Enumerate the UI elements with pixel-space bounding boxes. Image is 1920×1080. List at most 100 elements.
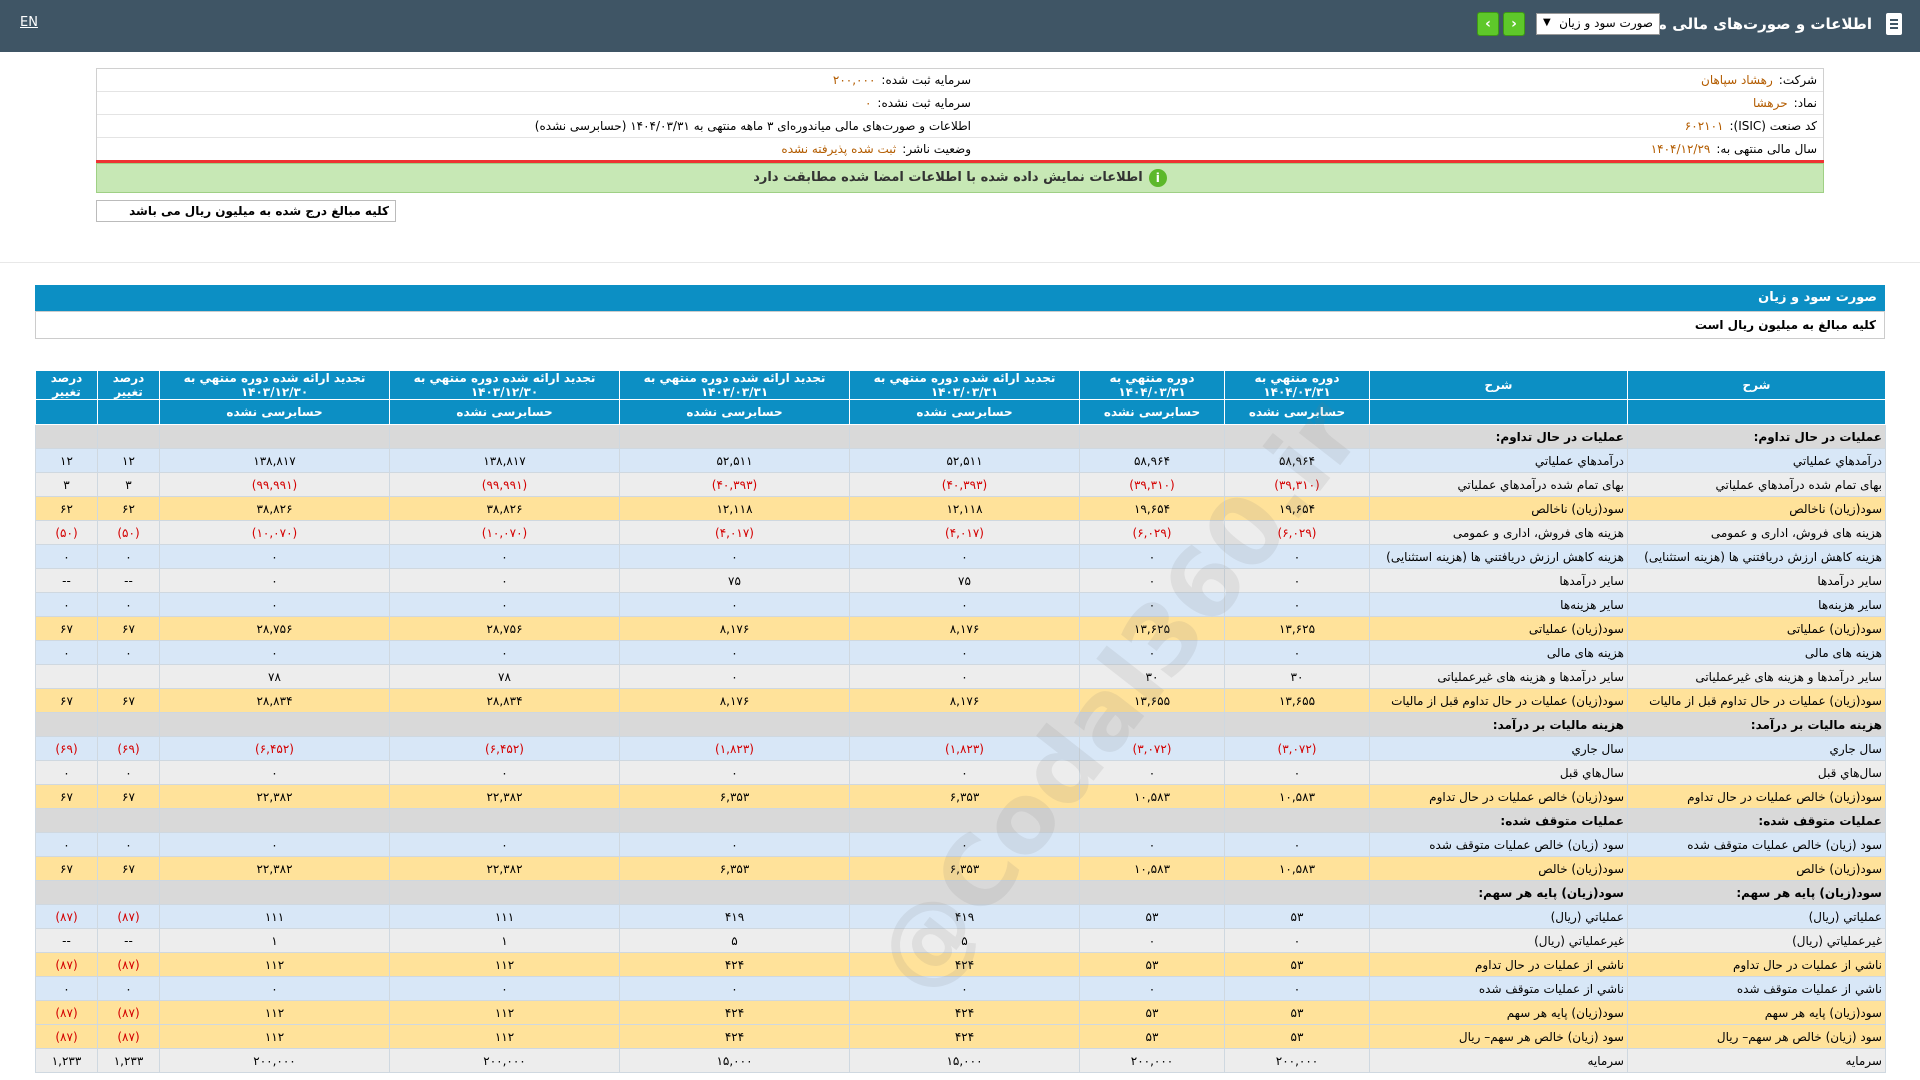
table-cell: (۶,۰۲۹) [1224, 520, 1370, 545]
table-cell: (۱,۸۲۳) [619, 736, 850, 761]
language-toggle[interactable]: EN [20, 15, 38, 30]
table-cell: ۵۳ [1079, 1024, 1225, 1049]
table-row: عملياتي (ريال) عملياتي (ريال) ۵۳ ۵۳ ۴۱۹ ۴۱۹ ۱۱… [35, 904, 1886, 929]
column-header: شرح [1369, 370, 1628, 400]
row-description: بهاى تمام شده درآمدهاي عملياتي [1369, 472, 1628, 497]
table-cell [159, 424, 390, 449]
table-cell: ۳ [97, 472, 160, 497]
table-cell: (۸۷) [35, 904, 98, 929]
table-row: ناشي از عمليات در حال تداوم ناشي از عمليا… [35, 952, 1886, 977]
table-cell: (۱۰,۰۷۰) [159, 520, 390, 545]
column-header: تجدید ارائه شده دوره منتهي به ۱۴۰۳/۱۲/۳۰ [159, 370, 390, 400]
table-cell: ۱۳,۶۵۵ [1079, 688, 1225, 713]
table-cell [849, 712, 1080, 737]
table-cell [619, 808, 850, 833]
row-description: سال جاري [1627, 736, 1886, 761]
table-cell: ۱۱۲ [389, 952, 620, 977]
table-cell [159, 712, 390, 737]
table-cell: (۶۹) [35, 736, 98, 761]
next-report-button[interactable]: ‹ [1477, 12, 1499, 36]
table-cell: (۴,۰۱۷) [619, 520, 850, 545]
info-row-isic: کد صنعت (ISIC): ۶۰۲۱۰۱ اطلاعات و صورت‌های… [97, 115, 1823, 138]
table-cell: (۶,۰۲۹) [1079, 520, 1225, 545]
section-subtitle: کلیه مبالغ به میلیون ریال است [35, 311, 1885, 339]
table-cell: ۰ [97, 832, 160, 857]
company-value: رهشاد سپاهان [1701, 73, 1773, 87]
table-cell: ۰ [159, 592, 390, 617]
table-cell: (۳۹,۳۱۰) [1079, 472, 1225, 497]
table-cell: ۰ [389, 592, 620, 617]
row-description: هزينه ماليات بر درآمد: [1369, 712, 1628, 737]
table-cell: ۰ [1079, 640, 1225, 665]
table-cell [97, 880, 160, 905]
table-cell: ۰ [1079, 544, 1225, 569]
table-cell [1079, 880, 1225, 905]
table-cell: ۱۳,۶۲۵ [1224, 616, 1370, 641]
table-cell: ۱ [159, 928, 390, 953]
row-description: ناشي از عمليات در حال تداوم [1627, 952, 1886, 977]
table-cell: ۲۲,۳۸۲ [159, 856, 390, 881]
table-cell [619, 424, 850, 449]
table-cell: ۶۷ [35, 856, 98, 881]
column-header: تجدید ارائه شده دوره منتهي به ۱۴۰۳/۰۳/۳۱ [849, 370, 1080, 400]
table-cell: ۲۰۰,۰۰۰ [389, 1048, 620, 1073]
row-description: سود(زيان) خالص عمليات در حال تداوم [1369, 784, 1628, 809]
table-cell: ۱۰,۵۸۳ [1079, 856, 1225, 881]
table-cell: ۴۲۴ [849, 952, 1080, 977]
table-cell: ۶۷ [97, 616, 160, 641]
row-description: سرمايه [1369, 1048, 1628, 1073]
table-cell: ۰ [849, 760, 1080, 785]
table-cell: ۱۲,۱۱۸ [849, 496, 1080, 521]
table-cell: (۶,۴۵۲) [159, 736, 390, 761]
table-row: درآمدهاي عملياتي درآمدهاي عملياتي ۵۸,۹۶۴ ۵۸… [35, 448, 1886, 473]
row-description: سود(زيان) خالص [1369, 856, 1628, 881]
table-cell: ۱۲,۱۱۸ [619, 496, 850, 521]
row-description: عملياتي (ريال) [1627, 904, 1886, 929]
table-cell: (۸۷) [35, 1000, 98, 1025]
table-cell: ۰ [849, 592, 1080, 617]
table-cell: ۸,۱۷۶ [849, 688, 1080, 713]
column-header: شرح [1627, 370, 1886, 400]
info-row-fiscal: سال مالی منتهی به: ۱۴۰۴/۱۲/۲۹ وضعیت ناشر:… [97, 138, 1823, 160]
table-cell: ۰ [97, 760, 160, 785]
row-description: سود(زيان) عملياتى [1369, 616, 1628, 641]
table-cell: (۶۹) [97, 736, 160, 761]
table-cell [35, 880, 98, 905]
table-cell: ۶۲ [35, 496, 98, 521]
row-description: سود (زيان) خالص هر سهم– ريال [1369, 1024, 1628, 1049]
table-cell [389, 712, 620, 737]
table-cell: ۵۳ [1224, 1024, 1370, 1049]
table-cell: ۰ [619, 832, 850, 857]
table-cell: -- [97, 568, 160, 593]
table-cell: ۰ [1224, 760, 1370, 785]
table-cell [35, 424, 98, 449]
table-cell: ۰ [1079, 568, 1225, 593]
table-cell [159, 808, 390, 833]
row-description: هزينه هاى فروش، ادارى و عمومى [1369, 520, 1628, 545]
report-type-select[interactable]: صورت سود و زیان ▼ [1536, 13, 1660, 35]
table-cell [159, 880, 390, 905]
top-bar: EN اطلاعات و صورت‌های مالی میاندوره‌ای ص… [0, 0, 1920, 52]
table-cell: ۴۲۴ [849, 1024, 1080, 1049]
table-cell: ۵۳ [1079, 904, 1225, 929]
table-cell: ۲۸,۸۳۴ [389, 688, 620, 713]
table-cell: ۰ [35, 976, 98, 1001]
table-cell: ۰ [97, 640, 160, 665]
prev-report-button[interactable]: › [1503, 12, 1525, 36]
table-cell: ۱۰,۵۸۳ [1079, 784, 1225, 809]
table-cell: -- [35, 928, 98, 953]
row-description: هزینه کاهش ارزش دریافتني ها (هزینه استثن… [1369, 544, 1628, 569]
row-description: هزينه ماليات بر درآمد: [1627, 712, 1886, 737]
table-cell: (۵۰) [97, 520, 160, 545]
table-cell: ۱۱۲ [159, 1000, 390, 1025]
table-cell: ۱۳,۶۲۵ [1079, 616, 1225, 641]
table-cell: ۶۲ [97, 496, 160, 521]
table-cell: ۴۲۴ [619, 1000, 850, 1025]
table-cell: ۸,۱۷۶ [849, 616, 1080, 641]
row-description: سایر هزینه‌ها [1627, 592, 1886, 617]
table-cell: ۰ [35, 592, 98, 617]
table-cell: ۵۸,۹۶۴ [1079, 448, 1225, 473]
table-cell: ۳۰ [1079, 664, 1225, 689]
table-cell: ۰ [389, 640, 620, 665]
symbol-value[interactable]: حرهشا [1752, 96, 1788, 110]
